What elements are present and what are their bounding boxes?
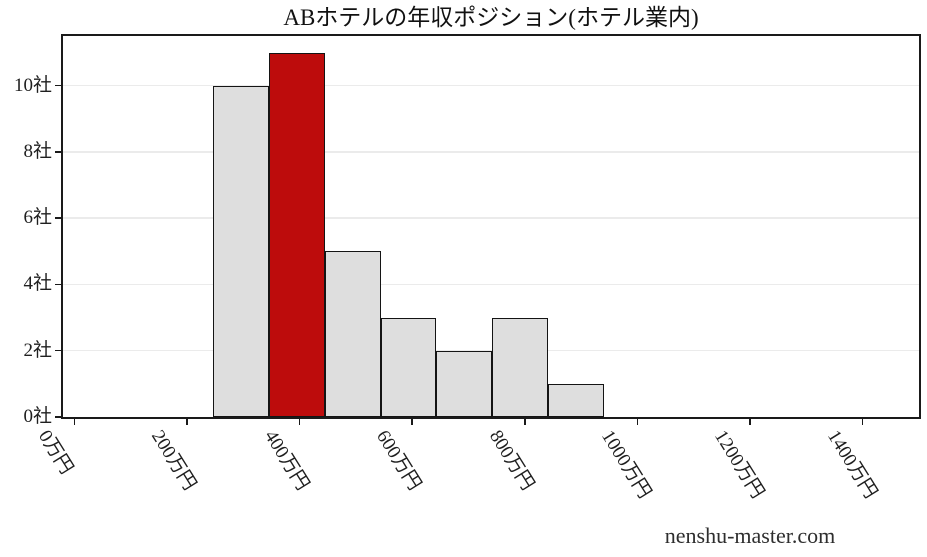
plot-area (61, 34, 921, 419)
y-axis-tick (55, 283, 61, 286)
grid-line (63, 84, 919, 87)
x-axis-tick (861, 419, 864, 425)
grid-line (63, 283, 919, 286)
x-axis-tick (749, 419, 751, 425)
y-axis-tick (55, 349, 61, 352)
bar (492, 317, 548, 417)
y-axis-tick (55, 84, 61, 87)
grid-line (63, 151, 919, 153)
grid-line (63, 217, 919, 219)
x-axis-tick (411, 419, 413, 425)
x-axis-tick (298, 419, 301, 425)
x-axis-tick (186, 419, 188, 425)
x-tick-label-text: 1000万円 (597, 426, 656, 503)
x-axis-tick (73, 419, 75, 425)
x-tick-label-text: 1200万円 (709, 426, 769, 503)
bar (547, 383, 604, 417)
x-axis-tick (636, 419, 639, 425)
y-tick-label: 2社 (23, 339, 52, 361)
y-tick-label: 4社 (23, 273, 52, 295)
y-axis-tick (55, 217, 61, 219)
x-tick-label-text: 400万円 (259, 426, 313, 495)
chart-title: ABホテルの年収ポジション(ホテル業内) (283, 5, 699, 30)
x-tick-label-text: 0万円 (34, 426, 78, 479)
y-axis-tick (55, 416, 61, 418)
x-tick-label-text: 200万円 (146, 426, 200, 495)
y-tick-label: 8社 (23, 140, 52, 162)
y-tick-label: 10社 (13, 74, 52, 96)
highlight-bar (268, 52, 325, 417)
x-tick-label-text: 1400万円 (822, 426, 881, 503)
bar (380, 317, 437, 417)
y-tick-label: 6社 (23, 207, 52, 229)
y-axis-tick (55, 151, 61, 153)
bar (436, 350, 493, 417)
y-tick-label: 0社 (23, 406, 52, 427)
x-axis-tick (524, 419, 526, 425)
x-tick-label-text: 800万円 (484, 426, 538, 495)
bar (212, 85, 269, 417)
x-tick-label-text: 600万円 (372, 426, 426, 495)
bar (324, 251, 381, 417)
watermark-text: nenshu-master.com (664, 523, 836, 548)
